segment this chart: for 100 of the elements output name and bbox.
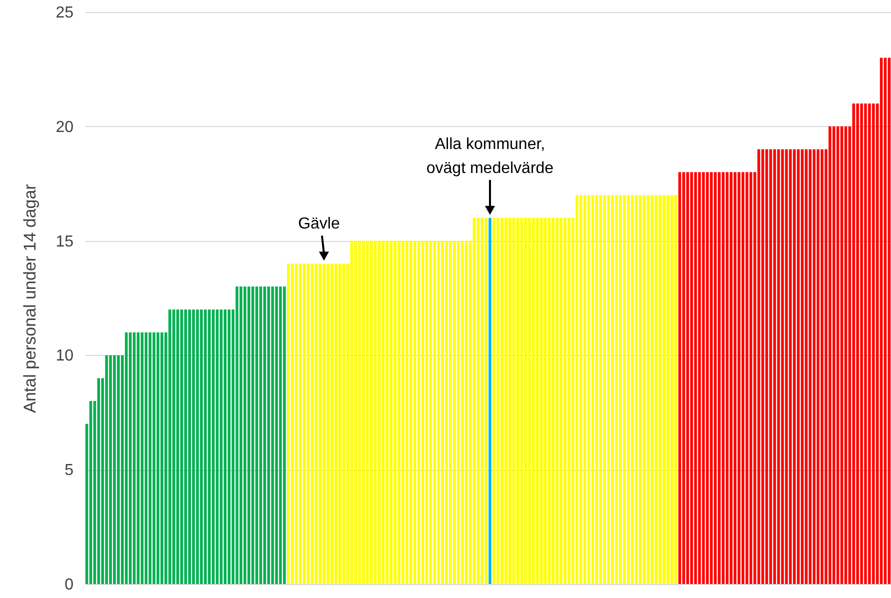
bar xyxy=(765,149,768,584)
bar xyxy=(413,240,416,584)
bar xyxy=(576,195,578,584)
bar xyxy=(326,264,330,584)
bar xyxy=(128,332,132,584)
bar xyxy=(516,218,520,584)
bar xyxy=(275,286,278,584)
bar xyxy=(820,149,824,584)
bar xyxy=(302,264,306,584)
bar xyxy=(136,332,140,584)
bar xyxy=(402,240,404,584)
bar xyxy=(812,149,816,584)
bar xyxy=(730,172,732,584)
bar xyxy=(378,240,381,584)
bar xyxy=(132,332,136,584)
bar xyxy=(536,218,539,584)
bar xyxy=(619,195,622,584)
bar xyxy=(734,172,736,584)
bar xyxy=(888,58,891,584)
bar xyxy=(808,149,812,584)
bar xyxy=(370,240,373,584)
bar xyxy=(453,240,456,584)
bar xyxy=(738,172,740,584)
bar xyxy=(140,332,144,584)
bar xyxy=(294,264,298,584)
bar xyxy=(472,218,476,584)
bar xyxy=(456,240,460,584)
bar xyxy=(271,286,274,584)
bar xyxy=(789,149,792,584)
bar xyxy=(868,104,871,584)
bar xyxy=(216,309,219,584)
bar xyxy=(512,218,516,584)
bar xyxy=(706,172,709,584)
bar xyxy=(560,218,563,584)
bar xyxy=(508,218,512,584)
bar xyxy=(532,218,535,584)
bar xyxy=(476,218,480,584)
bar xyxy=(544,218,547,584)
bar xyxy=(872,104,875,584)
bar xyxy=(492,218,496,584)
y-tick-label: 15 xyxy=(56,233,74,250)
bar xyxy=(255,286,258,584)
bar xyxy=(283,286,286,584)
bar xyxy=(587,195,590,584)
bar xyxy=(642,195,646,584)
bar xyxy=(236,286,238,584)
bar xyxy=(480,218,484,584)
bar xyxy=(777,149,780,584)
bar xyxy=(564,218,566,584)
bar xyxy=(670,195,674,584)
bar xyxy=(144,332,148,584)
bar xyxy=(658,195,662,584)
y-tick-label: 5 xyxy=(64,462,74,480)
bar xyxy=(109,355,112,584)
bar xyxy=(504,218,508,584)
bar xyxy=(781,149,784,584)
bar xyxy=(394,240,396,584)
bar xyxy=(666,195,670,584)
bar xyxy=(884,58,887,584)
bar xyxy=(386,240,389,584)
bar xyxy=(864,104,867,584)
bar xyxy=(168,309,172,584)
bar xyxy=(366,240,369,584)
bar xyxy=(358,240,361,584)
bar xyxy=(500,218,504,584)
bar xyxy=(298,264,302,584)
bar xyxy=(406,240,408,584)
bar xyxy=(421,240,424,584)
bar xyxy=(702,172,705,584)
bar xyxy=(148,332,152,584)
bar xyxy=(464,240,468,584)
bar xyxy=(844,126,848,584)
bar xyxy=(460,240,464,584)
annotation: Alla kommuner, ovägt medelvärde xyxy=(426,136,554,177)
bar xyxy=(714,172,717,584)
bar xyxy=(334,264,338,584)
bar xyxy=(259,286,262,584)
bar xyxy=(310,264,314,584)
bar xyxy=(607,195,610,584)
bar xyxy=(540,218,543,584)
bar xyxy=(410,240,412,584)
bar xyxy=(828,126,832,584)
bar xyxy=(749,172,752,584)
bar xyxy=(686,172,690,584)
bar xyxy=(591,195,594,584)
bar xyxy=(398,240,400,584)
bar xyxy=(290,264,294,584)
bar xyxy=(742,172,744,584)
bar xyxy=(314,264,318,584)
bar xyxy=(726,172,729,584)
bar xyxy=(362,240,365,584)
bar xyxy=(792,149,796,584)
bar xyxy=(674,195,678,584)
bar xyxy=(611,195,614,584)
bar xyxy=(528,218,531,584)
bar xyxy=(172,309,176,584)
bar xyxy=(279,286,282,584)
bar xyxy=(746,172,748,584)
bar xyxy=(425,240,428,584)
bar xyxy=(552,218,555,584)
